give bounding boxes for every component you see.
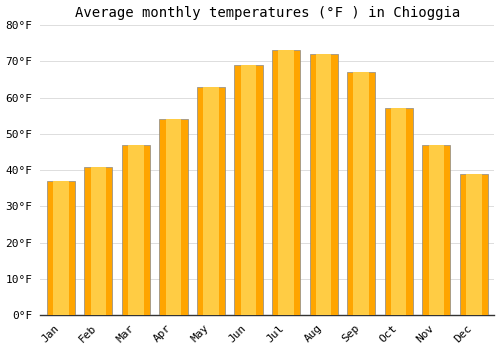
Bar xyxy=(466,174,481,315)
Bar xyxy=(460,174,488,315)
Bar xyxy=(422,145,450,315)
Bar xyxy=(391,108,406,315)
Bar xyxy=(278,50,294,315)
Bar xyxy=(354,72,369,315)
Bar xyxy=(316,54,332,315)
Title: Average monthly temperatures (°F ) in Chioggia: Average monthly temperatures (°F ) in Ch… xyxy=(74,6,460,20)
Bar xyxy=(160,119,188,315)
Bar xyxy=(310,54,338,315)
Bar xyxy=(122,145,150,315)
Bar xyxy=(166,119,181,315)
Bar xyxy=(128,145,144,315)
Bar xyxy=(47,181,75,315)
Bar xyxy=(90,167,106,315)
Bar xyxy=(241,65,256,315)
Bar xyxy=(384,108,413,315)
Bar xyxy=(234,65,262,315)
Bar xyxy=(53,181,68,315)
Bar xyxy=(84,167,112,315)
Bar xyxy=(204,87,219,315)
Bar xyxy=(272,50,300,315)
Bar xyxy=(347,72,376,315)
Bar xyxy=(428,145,444,315)
Bar xyxy=(197,87,225,315)
